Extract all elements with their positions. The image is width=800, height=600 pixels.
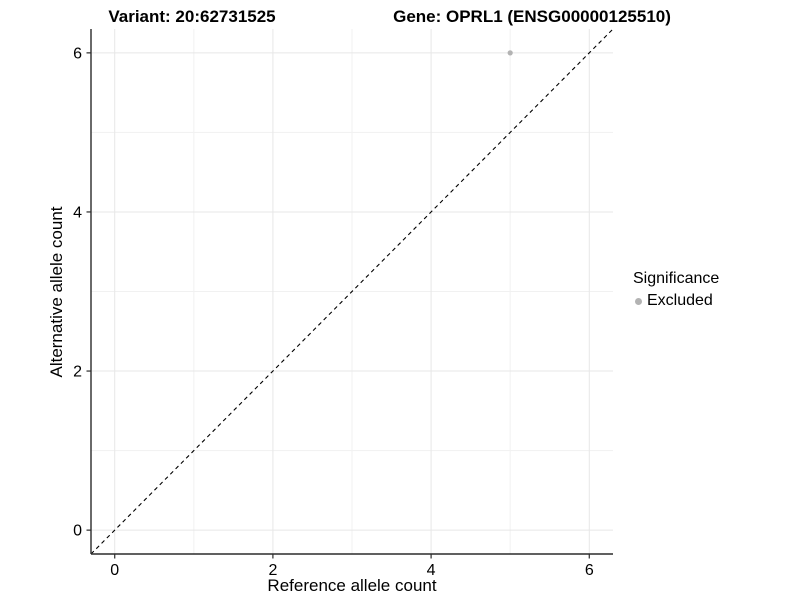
data-point: [507, 50, 513, 56]
y-tick-label: 4: [73, 204, 82, 221]
identity-line: [90, 28, 614, 555]
legend-point-icon: [635, 297, 642, 305]
x-tick-label: 6: [585, 562, 594, 579]
legend-item-label: Excluded: [647, 292, 713, 309]
y-tick-label: 6: [73, 45, 82, 62]
x-tick-label: 0: [110, 562, 119, 579]
variant-title: Variant: 20:62731525: [108, 7, 276, 26]
legend-title: Significance: [633, 270, 720, 287]
y-axis-title: Alternative allele count: [47, 206, 66, 378]
x-tick-label: 2: [268, 562, 277, 579]
x-tick-label: 4: [427, 562, 436, 579]
legend-item: Excluded: [635, 292, 719, 310]
gene-title: Gene: OPRL1 (ENSG00000125510): [393, 7, 671, 26]
x-axis-title: Reference allele count: [267, 576, 437, 595]
y-tick-label: 0: [73, 523, 82, 540]
legend: Significance Excluded: [633, 270, 719, 310]
y-tick-label: 2: [73, 364, 82, 381]
